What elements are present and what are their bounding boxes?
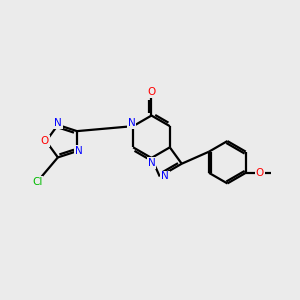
Text: O: O [256, 168, 264, 178]
Text: N: N [54, 118, 62, 128]
Text: N: N [128, 118, 136, 128]
Text: Cl: Cl [32, 177, 42, 187]
Text: N: N [75, 146, 82, 156]
Text: O: O [40, 136, 49, 146]
Text: N: N [161, 172, 169, 182]
Text: N: N [148, 158, 155, 168]
Text: O: O [147, 87, 156, 97]
